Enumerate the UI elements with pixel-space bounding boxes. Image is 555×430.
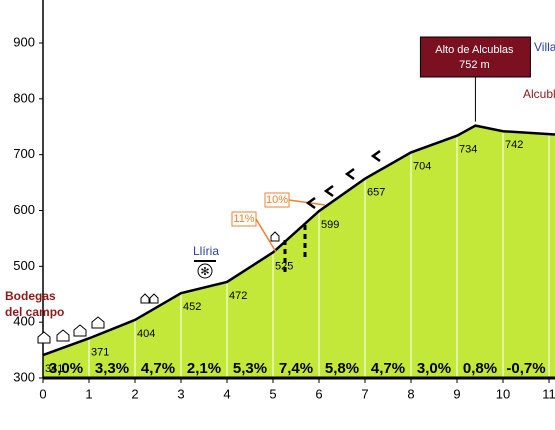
houses — [37, 231, 280, 344]
icon — [197, 263, 213, 279]
data-label: 742 — [505, 139, 523, 151]
data-label: 734 — [459, 144, 477, 156]
y-tick-label: 500 — [13, 258, 35, 273]
x-tick-label: 8 — [407, 386, 414, 401]
data-label: 752 m — [459, 59, 490, 71]
chevrons — [305, 149, 381, 210]
x-tick-label: 9 — [453, 386, 460, 401]
annotation: 11% — [233, 213, 254, 225]
data-label: 452 — [183, 301, 201, 313]
gradient-label: 2,1% — [187, 360, 221, 377]
x-tick-label: 1 — [85, 386, 92, 401]
annotation: Bodegas — [5, 289, 56, 303]
x-tick-label: 10 — [496, 386, 510, 401]
annotation: Alcubla — [523, 87, 555, 101]
x-tick-label: 0 — [39, 386, 46, 401]
gradient-label: 5,3% — [233, 360, 267, 377]
data-label: 657 — [367, 187, 385, 199]
gradient-label: 3,0% — [49, 360, 83, 377]
peak-box — [419, 36, 531, 78]
gradient-label: 3,0% — [417, 360, 451, 377]
annotation: Villa — [534, 40, 555, 54]
x-tick-label: 2 — [131, 386, 138, 401]
y-tick-label: 800 — [13, 90, 35, 105]
data-label: 525 — [275, 260, 293, 272]
leader — [255, 218, 277, 253]
gradient-label: 0,8% — [463, 360, 497, 377]
gradient-label: 4,7% — [371, 360, 405, 377]
data-label: 599 — [321, 219, 339, 231]
data-label: 704 — [413, 160, 431, 172]
peak-title: Alto de Alcublas — [435, 44, 514, 56]
y-tick-label: 300 — [13, 369, 35, 384]
gradient-label: -0,7% — [506, 360, 545, 377]
icon: ✻ — [200, 266, 209, 278]
x-tick-label: 11 — [542, 386, 555, 401]
y-tick-label: 600 — [13, 202, 35, 217]
y-tick-label: 400 — [13, 314, 35, 329]
data-label: 404 — [137, 328, 155, 340]
line — [42, 124, 555, 357]
area — [43, 125, 555, 378]
x-tick-label: 4 — [223, 386, 230, 401]
y-tick-label: 900 — [13, 34, 35, 49]
annotation: del campo — [5, 305, 64, 319]
annotation: Llíria — [193, 244, 219, 258]
data-label: 371 — [91, 346, 109, 358]
annotation: 10% — [266, 194, 288, 206]
x-tick-label: 3 — [177, 386, 184, 401]
x-tick-label: 5 — [269, 386, 276, 401]
data-label: 341 — [45, 363, 63, 375]
gradient-label: 7,4% — [279, 360, 313, 377]
x-tick-label: 6 — [315, 386, 322, 401]
gradient-label: 3,3% — [95, 360, 129, 377]
x-tick-label: 7 — [361, 386, 368, 401]
gradient-label: 5,8% — [325, 360, 359, 377]
data-label: 472 — [229, 290, 247, 302]
gradient-label: 4,7% — [141, 360, 175, 377]
y-tick-label: 700 — [13, 146, 35, 161]
